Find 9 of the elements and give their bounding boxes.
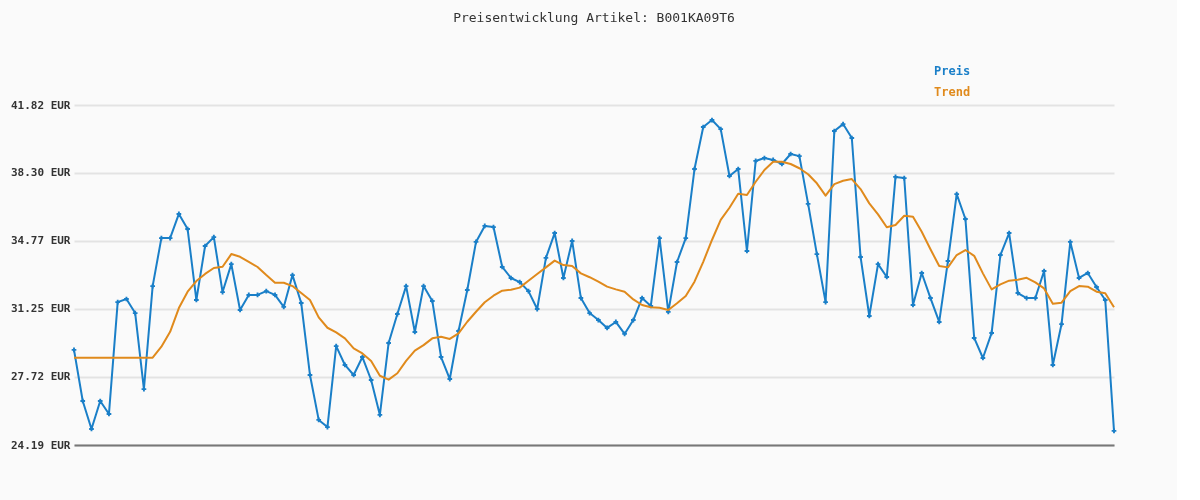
y-tick-label: 34.77 EUR <box>10 234 71 248</box>
y-tick-label: 38.30 EUR <box>10 166 71 180</box>
text: Preis <box>934 64 971 78</box>
y-tick-label: 31.25 EUR <box>10 302 71 316</box>
y-tick-label: 27.72 EUR <box>10 370 71 384</box>
text: Trend <box>934 85 971 99</box>
chart-title: Preisentwicklung Artikel: B001KA09T6 <box>453 10 735 25</box>
y-tick-label: 41.82 EUR <box>10 98 71 112</box>
y-tick-label: 24.19 EUR <box>10 438 71 452</box>
